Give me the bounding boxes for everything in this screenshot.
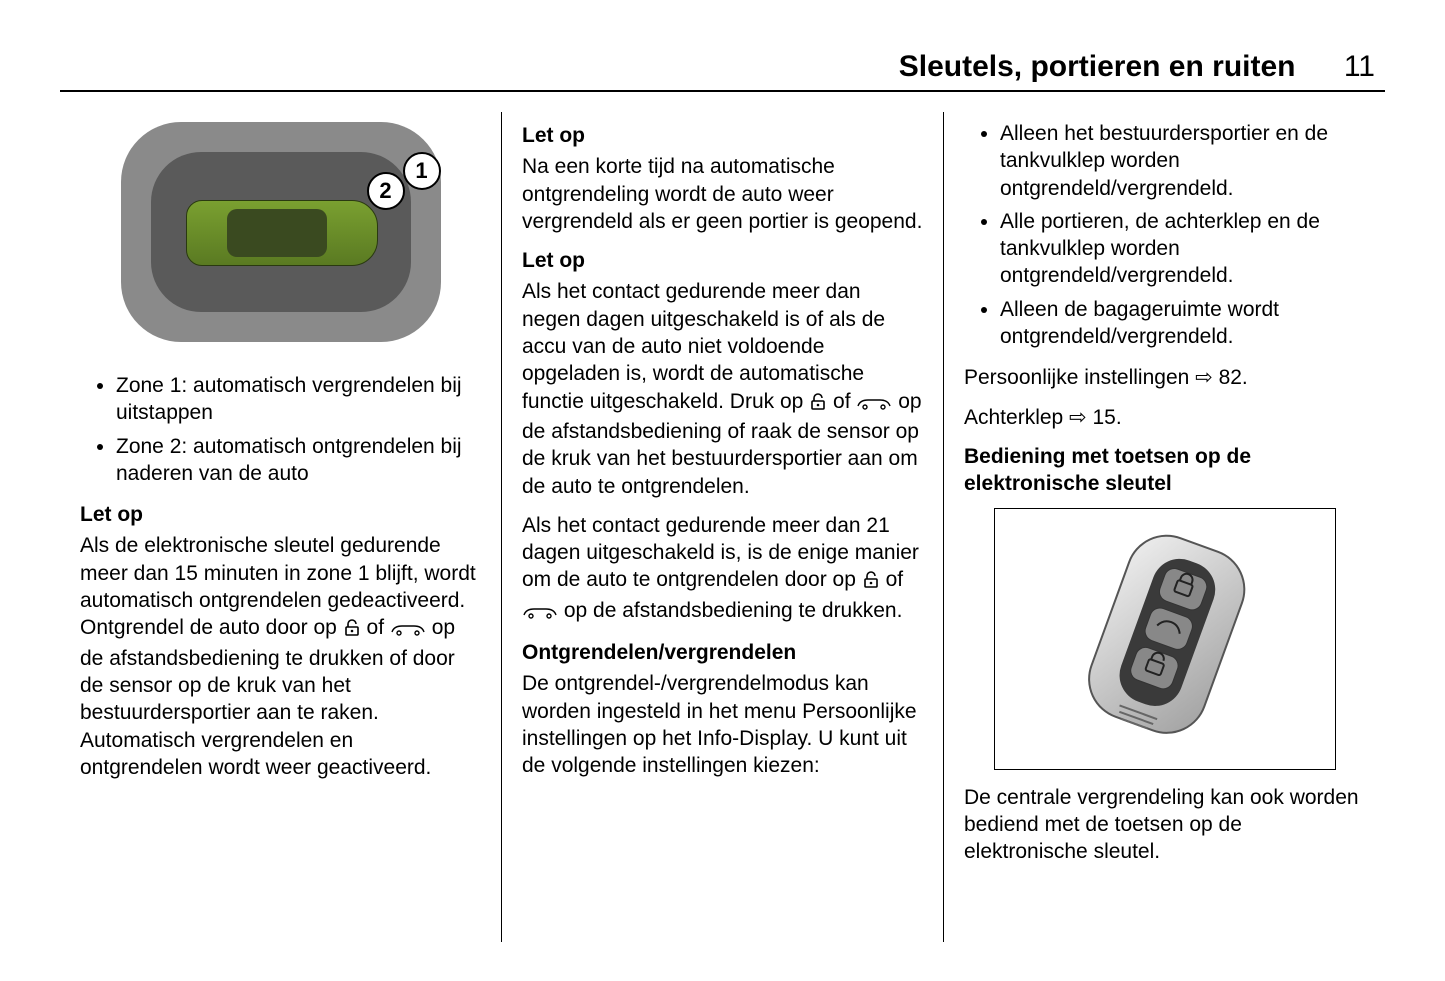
settings-bullet-list: Alleen het bestuurdersportier en de tank… bbox=[964, 120, 1365, 350]
column-2: Let op Na een korte tijd na automatische… bbox=[502, 112, 944, 942]
car-side-icon bbox=[390, 617, 426, 644]
para3-p2: of bbox=[886, 568, 904, 591]
car-top-view bbox=[186, 200, 378, 266]
page-header: Sleutels, portieren en ruiten 11 bbox=[60, 50, 1385, 92]
letop2-heading: Let op bbox=[522, 247, 923, 274]
letop2-paragraph: Als het contact gedurende meer dan negen… bbox=[522, 278, 923, 499]
columns-container: 1 2 Zone 1: automatisch vergrendelen bij… bbox=[60, 112, 1385, 942]
zone-1-badge: 1 bbox=[403, 152, 441, 190]
unlock-text: De ontgrendel-/vergrendelmodus kan worde… bbox=[522, 670, 923, 779]
unlock-padlock-icon bbox=[343, 617, 361, 644]
letop1-text: Na een korte tijd na automatische ontgre… bbox=[522, 153, 923, 235]
header-title: Sleutels, portieren en ruiten bbox=[899, 50, 1296, 83]
letop-heading: Let op bbox=[80, 501, 481, 528]
car-side-icon bbox=[856, 391, 892, 418]
settings-bullet-3: Alleen de bagageruimte wordt ontgrendeld… bbox=[1000, 296, 1365, 351]
letop2-p2: of bbox=[833, 390, 856, 413]
settings-bullet-1: Alleen het bestuurdersportier en de tank… bbox=[1000, 120, 1365, 202]
car-zones-diagram: 1 2 bbox=[111, 112, 451, 352]
manual-page: Sleutels, portieren en ruiten 11 1 2 Zon… bbox=[0, 0, 1445, 981]
personal-settings-ref: Persoonlijke instellingen ⇨ 82. bbox=[964, 364, 1365, 391]
unlock-padlock-icon bbox=[862, 569, 880, 596]
key-fob-svg bbox=[1052, 508, 1278, 769]
achterklep-ref: Achterklep ⇨ 15. bbox=[964, 404, 1365, 431]
column-3: Alleen het bestuurdersportier en de tank… bbox=[944, 112, 1385, 942]
key-operation-heading: Bediening met toetsen op de elektronisch… bbox=[964, 443, 1365, 498]
column-1: 1 2 Zone 1: automatisch vergrendelen bij… bbox=[60, 112, 502, 942]
para3: Als het contact gedurende meer dan 21 da… bbox=[522, 512, 923, 627]
key-operation-text: De centrale vergrendeling kan ook worden… bbox=[964, 784, 1365, 866]
zone-bullet-2: Zone 2: automatisch ontgrendelen bij nad… bbox=[116, 433, 481, 488]
letop1-heading: Let op bbox=[522, 122, 923, 149]
letop2-p1: Als het contact gedurende meer dan negen… bbox=[522, 280, 885, 412]
zone-2-badge: 2 bbox=[367, 172, 405, 210]
settings-bullet-2: Alle portieren, de achterklep en de tank… bbox=[1000, 208, 1365, 290]
zone-bullet-1: Zone 1: automatisch vergrendelen bij uit… bbox=[116, 372, 481, 427]
para3-p3: op de afstandsbediening te drukken. bbox=[564, 599, 903, 622]
letop-paragraph: Als de elektronische sleutel gedurende m… bbox=[80, 532, 481, 781]
letop-text-p2: of bbox=[367, 616, 390, 639]
unlock-padlock-icon bbox=[809, 391, 827, 418]
key-fob-illustration bbox=[994, 508, 1336, 770]
unlock-heading: Ontgrendelen/vergrendelen bbox=[522, 639, 923, 666]
page-number: 11 bbox=[1344, 50, 1375, 84]
zone-bullet-list: Zone 1: automatisch vergrendelen bij uit… bbox=[80, 372, 481, 487]
car-side-icon bbox=[522, 600, 558, 627]
para3-p1: Als het contact gedurende meer dan 21 da… bbox=[522, 514, 919, 592]
